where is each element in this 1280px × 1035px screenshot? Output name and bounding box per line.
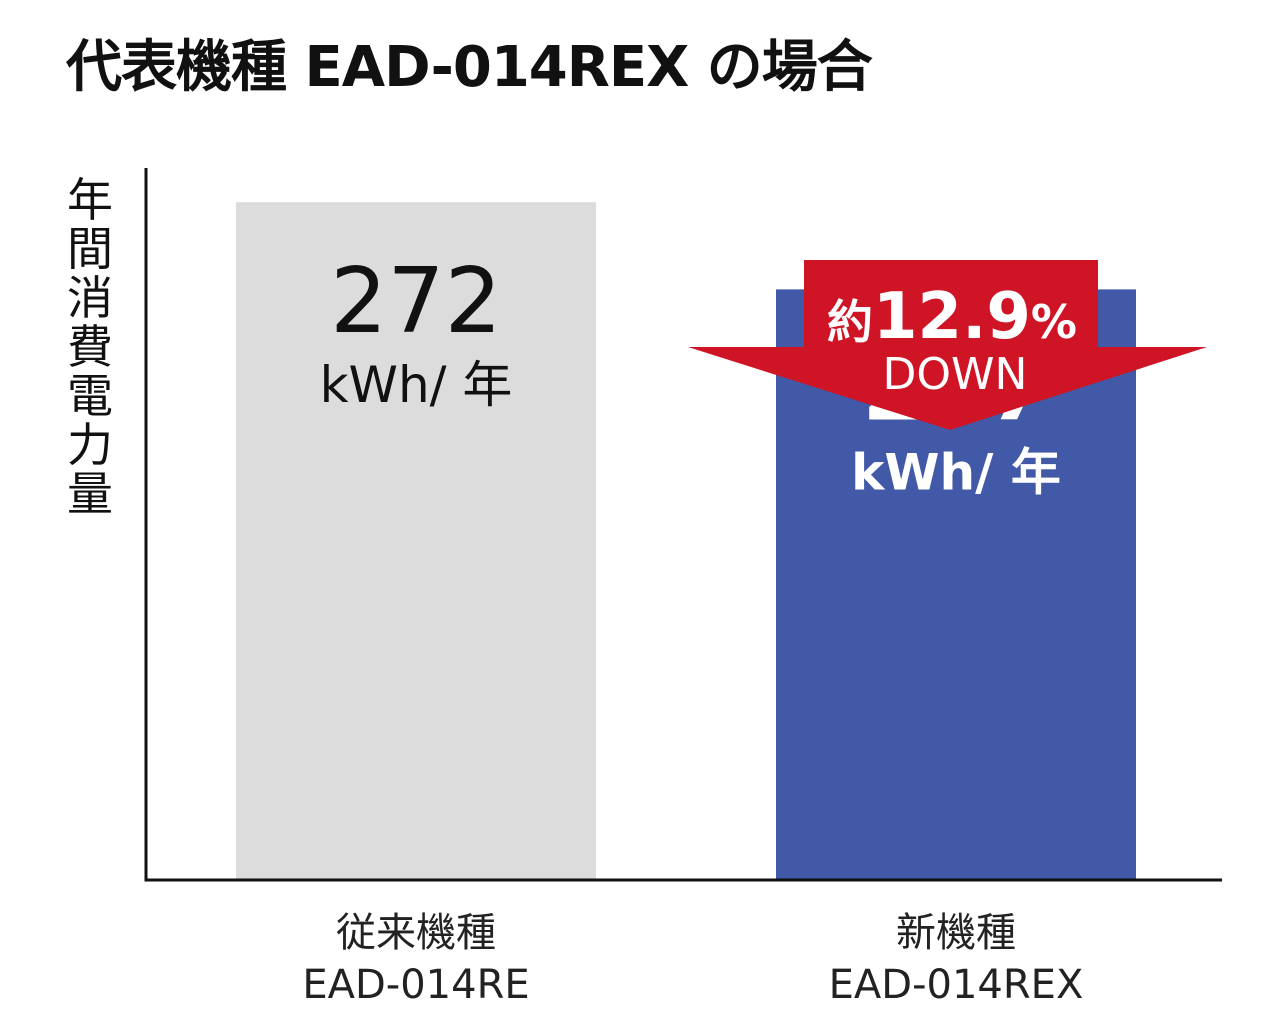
annotation-down: DOWN xyxy=(883,349,1028,400)
y-axis-label: 年間消費電力量 xyxy=(67,173,113,521)
data-label-value: 272 xyxy=(330,249,502,354)
x-tick-label: EAD-014REX xyxy=(829,962,1084,1008)
data-label-unit: kWh/ 年 xyxy=(851,443,1061,501)
chart-title: 代表機種 EAD-014REX の場合 xyxy=(66,35,873,100)
bar-old-model xyxy=(236,202,596,880)
annotation-percent: 約12.9% xyxy=(827,280,1077,354)
x-tick-label: 新機種 xyxy=(896,910,1016,956)
down-arrow-annotation xyxy=(688,260,1207,430)
x-tick-label: EAD-014RE xyxy=(302,962,529,1008)
data-label-unit: kWh/ 年 xyxy=(320,356,513,414)
x-tick-label: 従来機種 xyxy=(336,910,496,956)
